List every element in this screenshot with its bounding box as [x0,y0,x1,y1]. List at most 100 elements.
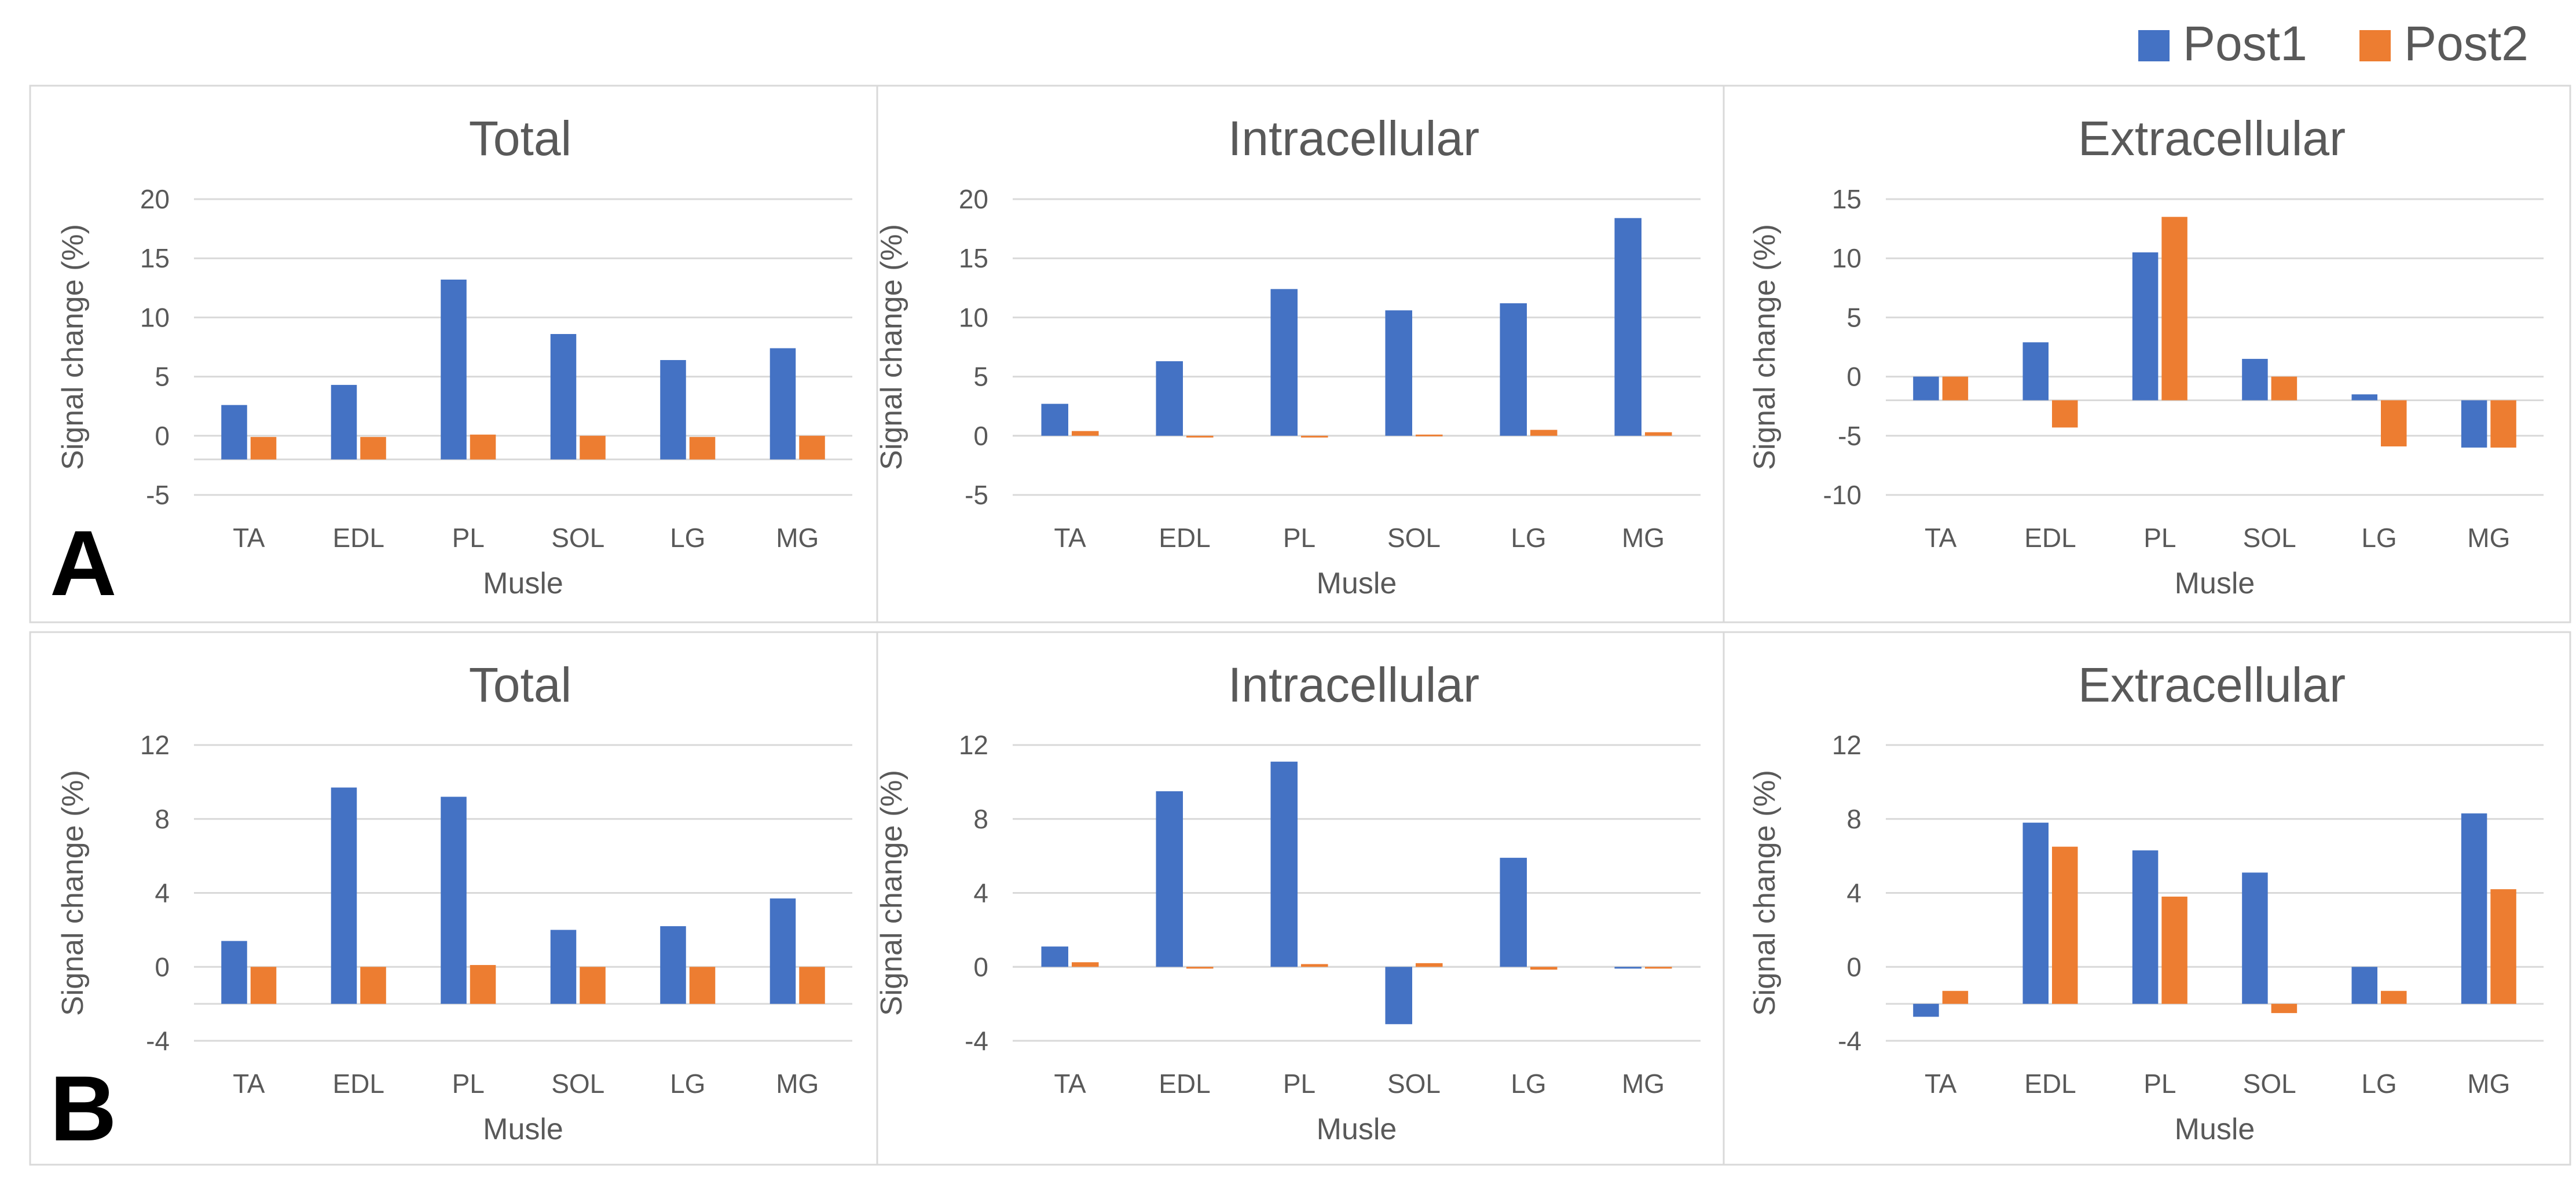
y-tick-label: 0 [973,952,988,982]
bar-post2-sol [2271,376,2297,401]
y-tick-label: 8 [1846,804,1862,834]
chart-frame [1723,85,2571,623]
x-tick-label: LG [1511,523,1546,553]
bar-post1-mg [2461,813,2487,1004]
bar-post1-lg [2351,394,2377,401]
x-tick-label: MG [2467,523,2510,553]
x-tick-label: PL [2143,523,2176,553]
x-tick-label: MG [2467,1069,2510,1099]
bar-post1-sol [2242,358,2268,401]
bar-post2-edl [360,967,386,1004]
bar-post2-lg [2381,400,2407,447]
x-tick-label: TA [233,1069,265,1099]
bar-post1-edl [331,384,357,460]
y-tick-label: -10 [1823,480,1862,510]
x-tick-label: LG [670,1069,705,1099]
bar-post2-lg [689,967,716,1004]
y-tick-label: 20 [140,184,170,214]
bar-post2-sol [1416,963,1443,967]
x-axis-label: Musle [1317,567,1397,600]
chart-title: Extracellular [2078,111,2346,166]
legend-swatch-post2 [2359,30,2391,61]
bar-post2-pl [470,965,496,1004]
y-tick-label: 15 [959,243,988,273]
chart-title: Intracellular [1228,658,1479,712]
bar-post2-mg [2490,889,2516,1004]
bar-post1-ta [221,941,247,1004]
bar-post1-sol [550,334,577,460]
x-tick-label: SOL [2243,1069,2296,1099]
bar-post2-edl [1186,967,1214,969]
chart-a-intracellular: Intracellular -5 0 5 10 15 20 TA EDL PL SOL LG MG Mus… [875,85,1725,623]
y-tick-label: 5 [973,362,988,392]
y-axis-label: Signal change (%) [56,770,90,1016]
bar-post2-lg [1530,430,1558,436]
x-tick-label: SOL [2243,523,2296,553]
bar-post2-edl [360,436,386,460]
y-tick-label: 5 [1846,302,1862,332]
y-tick-label: 5 [155,362,170,392]
bar-post1-pl [1270,289,1298,436]
bar-post2-edl [2052,846,2078,1004]
y-axis-label: Signal change (%) [1748,224,1782,470]
x-tick-label: EDL [333,523,384,553]
x-tick-label: LG [670,523,705,553]
bar-post1-ta [1913,376,1939,401]
x-tick-label: TA [233,523,265,553]
x-tick-label: TA [1925,523,1957,553]
x-tick-label: LG [2361,1069,2397,1099]
bar-post1-sol [1385,967,1412,1025]
chart-a-extracellular: Extracellular -10 -5 0 5 10 15 TA EDL PL SOL LG MG Mu… [1723,85,2571,623]
y-tick-label: 10 [140,302,170,332]
x-tick-label: LG [2361,523,2397,553]
charts-area: Total -5 0 5 10 15 20 TA EDL PL SOL LG MG Musle Signal… [29,85,2571,1166]
bar-post2-mg [1645,432,1672,436]
bar-post1-edl [1156,361,1183,436]
y-tick-label: 0 [155,952,170,982]
bar-post1-ta [1041,403,1068,436]
y-tick-label: 0 [1846,952,1862,982]
bar-post1-mg [1614,218,1641,436]
bar-post2-ta [1942,376,1969,401]
y-tick-label: 10 [1832,243,1862,273]
bar-post2-lg [2381,990,2407,1004]
y-tick-label: 0 [1846,362,1862,392]
chart-b-extracellular: Extracellular -4 0 4 8 12 TA EDL PL SOL LG MG Musle S… [1723,631,2571,1166]
panel-label-b: B [50,1056,117,1160]
bar-post2-mg [799,435,825,460]
bar-post2-lg [689,436,716,460]
bar-post1-mg [769,348,796,460]
y-tick-label: 20 [959,184,988,214]
x-tick-label: PL [452,523,485,553]
bar-post2-ta [1072,962,1099,967]
bar-post1-lg [1500,857,1527,967]
bar-post1-lg [2351,967,2377,1004]
legend-label-post2: Post2 [2404,16,2529,71]
y-tick-label: 15 [1832,184,1862,214]
x-tick-label: TA [1054,1069,1086,1099]
x-tick-label: MG [1622,1069,1665,1099]
y-tick-label: 10 [959,302,988,332]
y-tick-label: 4 [155,878,170,908]
bar-post2-ta [250,967,277,1004]
x-tick-label: EDL [1159,1069,1210,1099]
y-tick-label: -5 [965,480,988,510]
bar-post2-ta [1942,990,1969,1004]
chart-title: Intracellular [1228,111,1479,166]
bar-post1-ta [1913,1004,1939,1017]
x-tick-label: LG [1511,1069,1546,1099]
bar-post2-sol [580,967,606,1004]
bar-post2-pl [1301,435,1328,438]
bar-post1-sol [550,930,577,1004]
bar-post1-pl [2132,850,2159,1004]
y-tick-label: 12 [959,730,988,760]
y-axis-label: Signal change (%) [875,770,908,1016]
bar-post1-ta [1041,946,1068,967]
x-axis-label: Musle [2175,1113,2255,1146]
x-tick-label: PL [1283,523,1316,553]
chart-title: Total [469,111,571,166]
x-tick-label: EDL [2024,1069,2076,1099]
bar-post2-sol [2271,1004,2297,1014]
bar-post1-sol [2242,872,2268,1004]
x-tick-label: EDL [1159,523,1210,553]
